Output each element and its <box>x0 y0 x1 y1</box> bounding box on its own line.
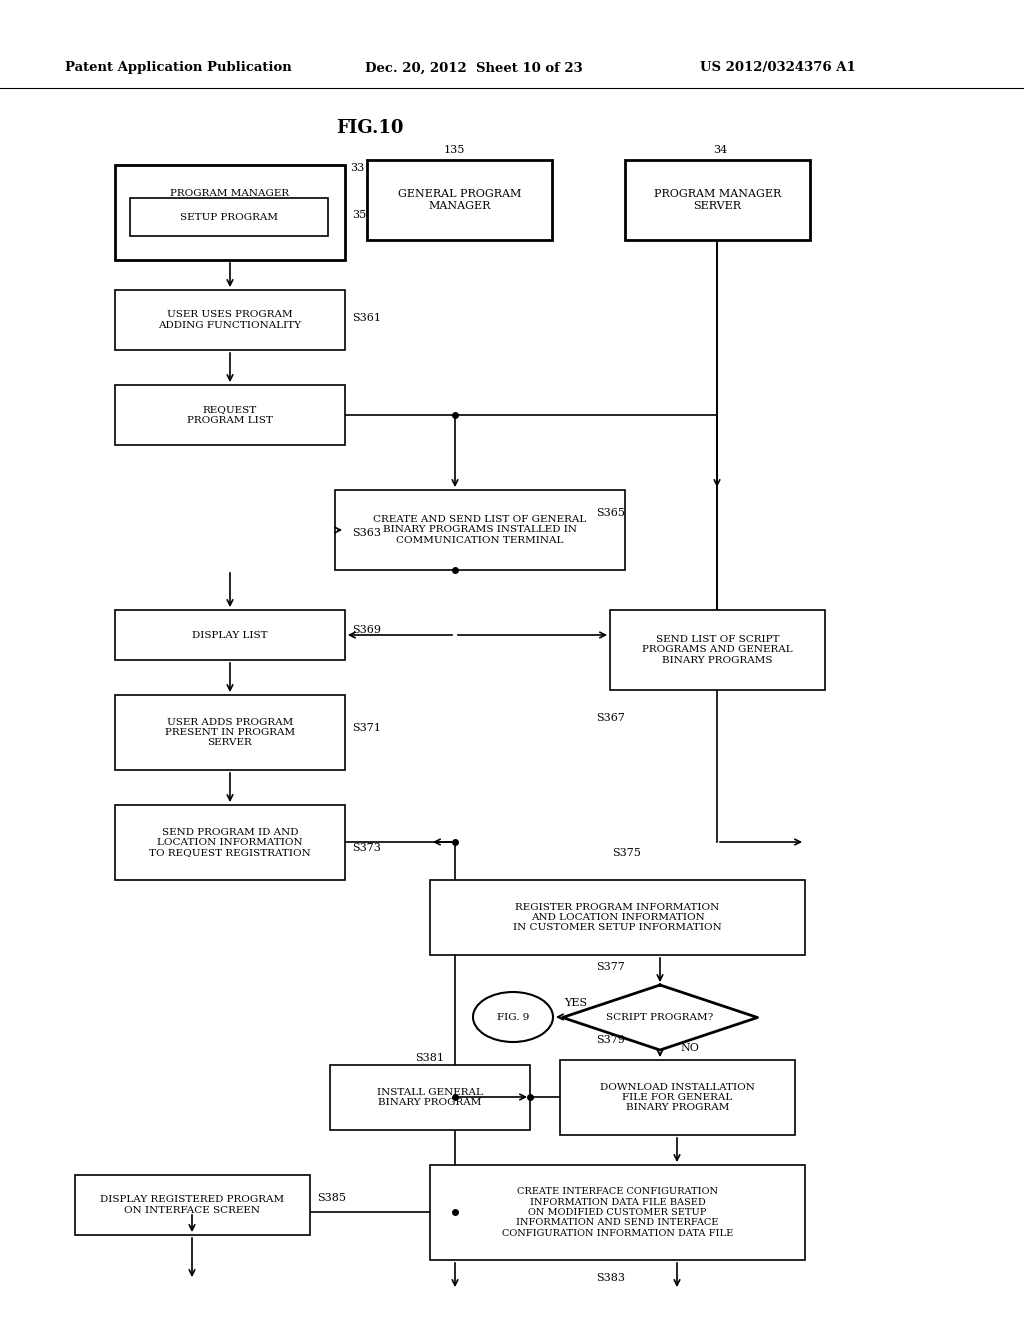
Text: 34: 34 <box>713 145 727 154</box>
Text: S365: S365 <box>596 508 625 517</box>
Text: S375: S375 <box>612 847 641 858</box>
Text: PROGRAM MANAGER: PROGRAM MANAGER <box>170 189 290 198</box>
Text: CREATE AND SEND LIST OF GENERAL
BINARY PROGRAMS INSTALLED IN
COMMUNICATION TERMI: CREATE AND SEND LIST OF GENERAL BINARY P… <box>374 515 587 545</box>
Text: PROGRAM MANAGER
SERVER: PROGRAM MANAGER SERVER <box>654 189 781 211</box>
Text: FIG.10: FIG.10 <box>336 119 403 137</box>
Bar <box>115 610 345 660</box>
Text: REGISTER PROGRAM INFORMATION
AND LOCATION INFORMATION
IN CUSTOMER SETUP INFORMAT: REGISTER PROGRAM INFORMATION AND LOCATIO… <box>513 903 722 932</box>
Text: Patent Application Publication: Patent Application Publication <box>65 62 292 74</box>
Text: S377: S377 <box>596 962 625 972</box>
Bar <box>115 290 345 350</box>
Text: USER ADDS PROGRAM
PRESENT IN PROGRAM
SERVER: USER ADDS PROGRAM PRESENT IN PROGRAM SER… <box>165 718 295 747</box>
Text: S379: S379 <box>596 1035 625 1045</box>
Text: S369: S369 <box>352 624 381 635</box>
Ellipse shape <box>473 993 553 1041</box>
Bar <box>75 1175 310 1236</box>
Text: S373: S373 <box>352 843 381 853</box>
Bar <box>335 490 625 570</box>
Text: US 2012/0324376 A1: US 2012/0324376 A1 <box>700 62 856 74</box>
Bar <box>610 610 825 690</box>
Bar <box>430 880 805 954</box>
Text: 33: 33 <box>350 162 365 173</box>
Text: SEND PROGRAM ID AND
LOCATION INFORMATION
TO REQUEST REGISTRATION: SEND PROGRAM ID AND LOCATION INFORMATION… <box>150 828 311 858</box>
Text: S385: S385 <box>317 1193 346 1203</box>
Text: USER USES PROGRAM
ADDING FUNCTIONALITY: USER USES PROGRAM ADDING FUNCTIONALITY <box>159 310 301 330</box>
Text: 135: 135 <box>443 145 465 154</box>
Bar <box>115 385 345 445</box>
Text: DISPLAY REGISTERED PROGRAM
ON INTERFACE SCREEN: DISPLAY REGISTERED PROGRAM ON INTERFACE … <box>100 1196 285 1214</box>
Bar <box>115 805 345 880</box>
Bar <box>560 1060 795 1135</box>
Text: CREATE INTERFACE CONFIGURATION
INFORMATION DATA FILE BASED
ON MODIFIED CUSTOMER : CREATE INTERFACE CONFIGURATION INFORMATI… <box>502 1187 733 1238</box>
Text: S381: S381 <box>415 1053 444 1063</box>
Bar <box>130 198 328 236</box>
Text: NO: NO <box>680 1043 698 1053</box>
Bar <box>625 160 810 240</box>
Text: SCRIPT PROGRAM?: SCRIPT PROGRAM? <box>606 1012 714 1022</box>
Bar <box>115 165 345 260</box>
Bar <box>115 696 345 770</box>
Text: S371: S371 <box>352 723 381 733</box>
Bar <box>330 1065 530 1130</box>
Text: 35: 35 <box>352 210 367 220</box>
Text: SETUP PROGRAM: SETUP PROGRAM <box>180 213 278 222</box>
Text: INSTALL GENERAL
BINARY PROGRAM: INSTALL GENERAL BINARY PROGRAM <box>377 1088 483 1107</box>
Text: REQUEST
PROGRAM LIST: REQUEST PROGRAM LIST <box>187 405 273 425</box>
Bar <box>430 1166 805 1261</box>
Text: YES: YES <box>564 998 587 1008</box>
Text: FIG. 9: FIG. 9 <box>497 1012 529 1022</box>
Polygon shape <box>562 985 758 1049</box>
Text: SEND LIST OF SCRIPT
PROGRAMS AND GENERAL
BINARY PROGRAMS: SEND LIST OF SCRIPT PROGRAMS AND GENERAL… <box>642 635 793 665</box>
Text: Dec. 20, 2012  Sheet 10 of 23: Dec. 20, 2012 Sheet 10 of 23 <box>365 62 583 74</box>
Text: DOWNLOAD INSTALLATION
FILE FOR GENERAL
BINARY PROGRAM: DOWNLOAD INSTALLATION FILE FOR GENERAL B… <box>600 1082 755 1113</box>
Text: GENERAL PROGRAM
MANAGER: GENERAL PROGRAM MANAGER <box>397 189 521 211</box>
Text: S361: S361 <box>352 313 381 323</box>
Text: S367: S367 <box>596 713 625 723</box>
Text: S383: S383 <box>596 1272 625 1283</box>
Text: S363: S363 <box>352 528 381 539</box>
Bar <box>367 160 552 240</box>
Text: DISPLAY LIST: DISPLAY LIST <box>193 631 268 639</box>
